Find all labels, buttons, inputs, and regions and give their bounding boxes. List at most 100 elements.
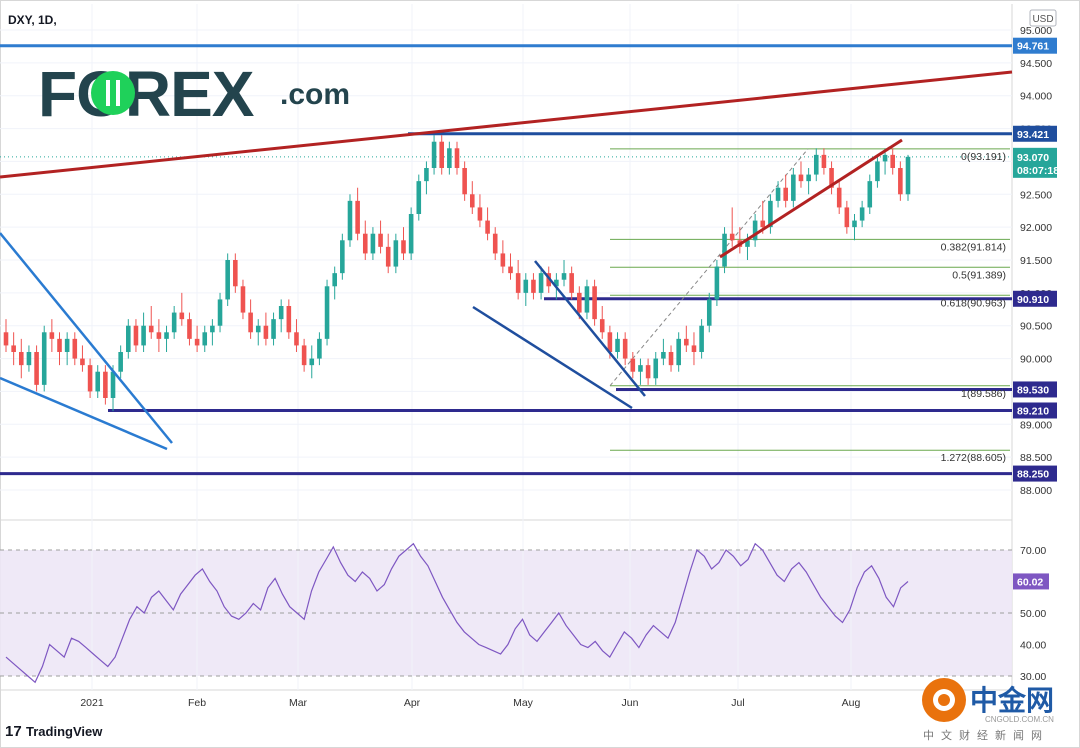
candle-body [676, 338, 681, 366]
candle-body [57, 338, 62, 352]
cngold-name: 中金网 [970, 684, 1054, 716]
candle-body [87, 365, 93, 392]
fib-level-label: 0.382(91.814) [941, 241, 1006, 253]
candle-body [783, 187, 788, 201]
candle-body [898, 168, 903, 195]
candle-body [41, 332, 47, 385]
candle-body [133, 325, 139, 346]
candle-body [821, 154, 827, 168]
time-tick-label: Aug [842, 697, 861, 709]
currency-box[interactable] [1029, 9, 1057, 27]
level-price-tag [1013, 402, 1057, 419]
time-tick-label: Jul [731, 697, 744, 709]
cngold-logo-core [938, 694, 950, 706]
rising-wedge-line [719, 138, 903, 259]
fib-level-label: 1(89.586) [961, 388, 1006, 400]
candle-body [615, 338, 620, 352]
candle-body [110, 371, 116, 398]
candle-body [599, 319, 605, 333]
candle-body [72, 338, 78, 359]
candle-body [500, 253, 506, 267]
price-tick-label: 88.500 [1020, 452, 1052, 464]
candle-body [752, 220, 758, 241]
candle-body [638, 365, 643, 372]
time-tick-label: 2021 [80, 697, 104, 709]
candle-body [64, 338, 70, 352]
price-tick-label: 88.000 [1020, 485, 1052, 497]
candle-body [408, 214, 414, 254]
price-tick-label: 92.000 [1020, 222, 1052, 234]
candle-body [836, 187, 842, 208]
price-tick-label: 95.000 [1020, 25, 1052, 37]
candle-body [791, 174, 796, 201]
candle-body [18, 352, 24, 366]
candle-body [630, 358, 636, 372]
rsi-tick-label: 40.00 [1020, 640, 1046, 652]
candle-body [561, 273, 567, 280]
cngold-tagline: 中文财经新闻网 [923, 728, 1049, 742]
symbol-label[interactable]: DXY, 1D, [8, 13, 57, 27]
price-tags: 94.761 93.421 90.910 89.530 89.210 88.250 93.0… [1013, 37, 1059, 590]
currency-label: USD [1032, 14, 1053, 25]
candle-body [385, 246, 391, 267]
price-tick-label: 91.500 [1020, 255, 1052, 267]
rsi-tick-label: 50.00 [1020, 608, 1046, 620]
falling-wedge-lower-line [0, 376, 168, 451]
candle-body [477, 207, 483, 221]
candle-body [126, 325, 131, 352]
cngold-site: CNGOLD.COM.CN [985, 715, 1054, 724]
candle-body [492, 233, 498, 254]
last-price-tag [1013, 147, 1057, 178]
candle-body [584, 286, 590, 313]
tradingview-brand[interactable]: 17 TradingView [5, 723, 103, 740]
candle-body [179, 312, 185, 320]
falling-channel-upper-line [534, 260, 646, 397]
candle-body [890, 154, 896, 168]
level-price-tag [1013, 125, 1057, 142]
price-tick-label: 89.000 [1020, 419, 1052, 431]
tradingview-icon: 17 [5, 723, 22, 740]
price-tick-label: 92.500 [1020, 189, 1052, 201]
candle-body [217, 299, 223, 326]
candle-body [278, 306, 284, 320]
candle-body [148, 325, 154, 333]
candle-body [294, 332, 299, 346]
candle-body [340, 240, 345, 274]
candle-body [760, 220, 766, 228]
candle-body [661, 352, 666, 359]
level-price-tag [1013, 465, 1057, 482]
cngold-watermark: 中金网 CNGOLD.COM.CN 中文财经新闻网 [922, 678, 1054, 742]
candle-body [240, 286, 246, 313]
fib-level-label: 0.618(90.963) [941, 297, 1006, 309]
tradingview-label: TradingView [26, 724, 103, 739]
forex-logo-suffix: .com [280, 78, 350, 111]
fib-level-label: 0(93.191) [961, 151, 1006, 163]
falling-wedge-upper-line [0, 232, 173, 444]
candle-body [645, 365, 651, 379]
horizontal-levels [0, 44, 1012, 476]
level-price-tag-label: 89.530 [1017, 384, 1049, 396]
forex-logo-o-bar2 [116, 80, 120, 106]
candle-body [378, 233, 383, 247]
forex-logo: FOREX .com [38, 58, 350, 130]
candle-body [141, 325, 146, 346]
candle-body [523, 279, 529, 293]
candle-body [286, 306, 292, 333]
candle-body [554, 279, 559, 287]
candle-body [699, 325, 704, 352]
candle-body [905, 156, 911, 195]
candle-body [309, 358, 315, 366]
candle-body [416, 181, 422, 214]
rsi-tick-label: 70.00 [1020, 545, 1046, 557]
level-price-tag-label: 90.910 [1017, 294, 1049, 306]
time-tick-label: Apr [404, 697, 421, 709]
candle-body [768, 200, 773, 228]
candle-body [607, 332, 613, 352]
candle-body [844, 207, 850, 228]
trend-drawings [0, 70, 1013, 451]
candle-body [248, 312, 253, 333]
candle-body [370, 233, 376, 254]
candle-body [171, 312, 177, 333]
time-tick-label: Feb [188, 697, 206, 709]
